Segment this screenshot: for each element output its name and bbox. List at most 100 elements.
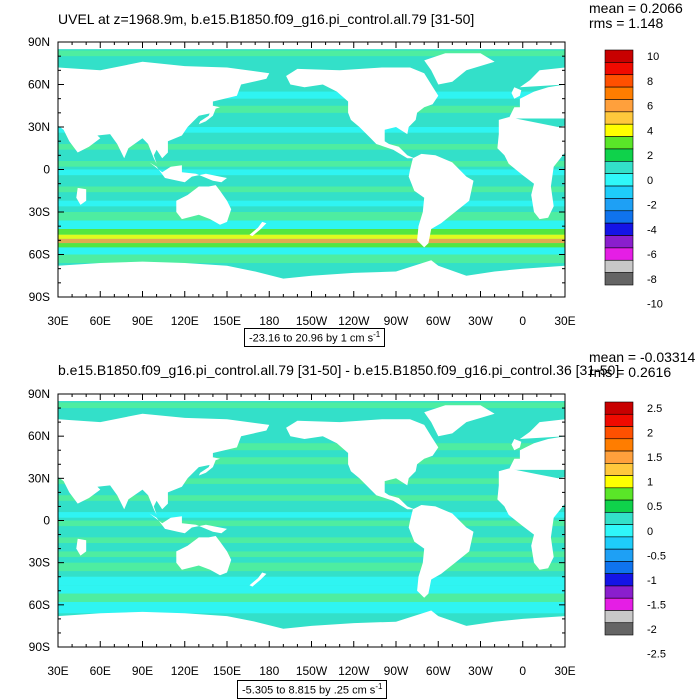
velocity-band [58, 127, 565, 133]
colorbar-swatch [604, 74, 634, 88]
land-mask [249, 221, 267, 237]
map-svg: 90N 60N 30N 0 30S 60S 90S 30E 60E 90E 120E 150E 180 1… [28, 387, 666, 678]
lat-label: 90N [28, 387, 50, 401]
lat-label: 30S [29, 556, 50, 570]
lon-label: 180 [259, 664, 279, 678]
velocity-band [58, 551, 565, 558]
land-mask [497, 468, 565, 570]
colorbar-swatch [604, 487, 634, 501]
lon-label: 120W [338, 314, 370, 328]
colorbar-label: 2.5 [647, 403, 662, 415]
colorbar-swatch [604, 272, 634, 286]
colorbar-label: 2 [647, 428, 653, 440]
velocity-band [58, 254, 565, 263]
lon-label: 30E [554, 314, 575, 328]
panel-bottom: b.e15.B1850.f09_g16.pi_control.all.79 [3… [0, 350, 700, 700]
lat-label: 90S [29, 290, 50, 304]
colorbar-swatch [604, 622, 634, 636]
velocity-band [58, 161, 565, 167]
land-mask [198, 105, 220, 125]
lon-label: 30E [554, 664, 575, 678]
colorbar-swatch [604, 235, 634, 249]
colorbar-swatch [604, 136, 634, 150]
land-mask [519, 67, 565, 88]
colorbar-swatch [604, 62, 634, 76]
colorbar-label: -6 [647, 249, 657, 261]
lon-label: 90E [132, 314, 153, 328]
lat-label: 90S [29, 640, 50, 654]
plot-title: b.e15.B1850.f09_g16.pi_control.all.79 [3… [58, 362, 620, 378]
velocity-band [58, 512, 565, 518]
land-mask [176, 185, 232, 225]
land-mask [149, 513, 227, 534]
land-mask [497, 117, 565, 220]
colorbar-swatch [604, 401, 634, 415]
lat-label: 60N [28, 78, 50, 92]
lon-label: 0 [519, 664, 526, 678]
lon-label: 0 [519, 314, 526, 328]
colorbar-label: 1 [647, 477, 653, 489]
colorbar-swatch [604, 413, 634, 427]
colorbar-label: 2 [647, 150, 653, 162]
velocity-band [58, 537, 565, 543]
colorbar-swatch [604, 536, 634, 550]
lon-label: 30W [468, 664, 493, 678]
colorbar-label: 0.5 [647, 501, 662, 513]
land-mask [149, 162, 227, 183]
colorbar-swatch [604, 512, 634, 525]
velocity-band [58, 585, 565, 594]
land-mask [76, 187, 87, 205]
velocity-band [58, 478, 565, 484]
colorbar: 10 8 6 4 2 0 -2 -4 -6 -8 -10 [604, 49, 663, 311]
map-svg: 90N 60N 30N 0 30S 60S 90S 30E 60E 90E 120E 150E 180 1… [28, 35, 663, 328]
land-mask [508, 436, 565, 470]
lon-label: 30E [47, 314, 68, 328]
velocity-band [58, 91, 565, 99]
map-axes: 90N 60N 30N 0 30S 60S 90S 30E 60E 90E 120E 150E 180 1… [28, 35, 576, 328]
velocity-band [58, 144, 565, 150]
land-mask [58, 260, 565, 297]
velocity-band [58, 443, 565, 451]
colorbar-label: 1.5 [647, 452, 662, 464]
lat-label: 60S [29, 598, 50, 612]
velocity-band [58, 602, 565, 614]
colorbar-label: -1.5 [647, 599, 666, 611]
colorbar-label: -8 [647, 274, 657, 286]
land-mask [408, 505, 474, 598]
colorbar-swatch [604, 222, 634, 236]
colorbar-swatch [604, 185, 634, 199]
colorbar-swatch [604, 173, 634, 187]
velocity-band [58, 247, 565, 255]
velocity-band [58, 562, 565, 572]
velocity-band [58, 495, 565, 501]
lon-label: 90W [384, 664, 409, 678]
lat-label: 90N [28, 35, 50, 49]
land-mask [286, 419, 439, 510]
lon-label: 30E [47, 664, 68, 678]
lon-label: 150E [213, 314, 241, 328]
velocity-band [58, 212, 565, 221]
lat-label: 60S [29, 248, 50, 262]
colorbar-swatch [604, 463, 634, 476]
colorbar-label: 10 [647, 51, 659, 63]
velocity-band [58, 457, 565, 465]
velocity-band [58, 200, 565, 207]
land-mask [286, 67, 439, 159]
land-mask [511, 439, 522, 451]
colorbar-swatch [604, 585, 634, 599]
rms-stat: rms = 0.2616 [589, 364, 672, 380]
colorbar-swatch [604, 198, 634, 212]
land-mask [249, 572, 267, 587]
velocity-band [58, 402, 565, 409]
colorbar-swatch [604, 247, 634, 261]
colorbar-label: 0 [647, 175, 653, 187]
velocity-band [58, 229, 565, 235]
lon-label: 60W [426, 314, 451, 328]
velocity-band [58, 105, 565, 113]
lon-label: 150E [213, 664, 241, 678]
lon-label: 30W [468, 314, 493, 328]
map-area [58, 394, 565, 647]
lon-label: 120W [338, 664, 370, 678]
colorbar-swatch [604, 475, 634, 489]
contour-range-label: -23.16 to 20.96 by 1 cm s-1 [244, 328, 386, 347]
